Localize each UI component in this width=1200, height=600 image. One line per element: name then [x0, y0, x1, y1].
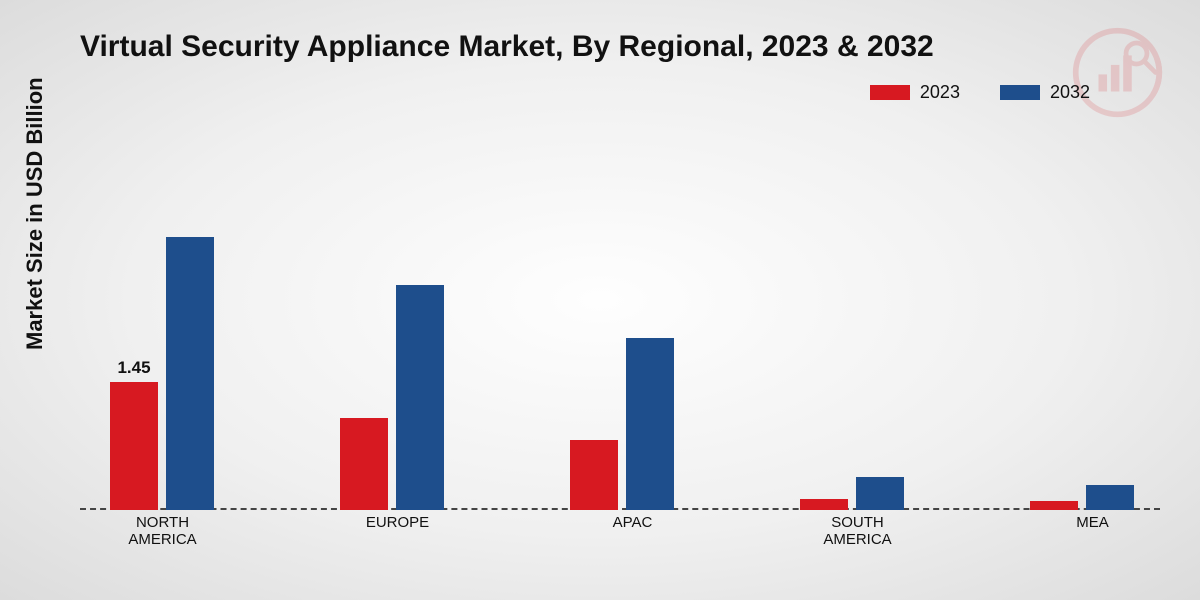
bar-2032 [396, 285, 444, 510]
legend-label-2023: 2023 [920, 82, 960, 103]
bar-group [570, 338, 674, 510]
x-axis-label: EUROPE [350, 514, 445, 531]
bar-2032 [856, 477, 904, 510]
legend-item-2023: 2023 [870, 82, 960, 103]
bar-2023 [800, 499, 848, 510]
chart-canvas: Virtual Security Appliance Market, By Re… [0, 0, 1200, 600]
legend-item-2032: 2032 [1000, 82, 1090, 103]
bar-group: 1.45 [110, 237, 214, 510]
bar-2032 [1086, 485, 1134, 510]
bar-group [800, 477, 904, 510]
x-axis-label: APAC [585, 514, 680, 531]
chart-title: Virtual Security Appliance Market, By Re… [80, 30, 934, 64]
plot-area: 1.45 [80, 140, 1160, 510]
bar-2023: 1.45 [110, 382, 158, 510]
legend: 2023 2032 [870, 82, 1090, 103]
legend-label-2032: 2032 [1050, 82, 1090, 103]
bar-2023 [340, 418, 388, 511]
bar-2032 [166, 237, 214, 510]
x-axis-label: SOUTH AMERICA [810, 514, 905, 549]
legend-swatch-2032 [1000, 85, 1040, 100]
bar-value-label: 1.45 [110, 358, 158, 382]
bar-group [1030, 485, 1134, 510]
x-axis-label: NORTH AMERICA [115, 514, 210, 549]
legend-swatch-2023 [870, 85, 910, 100]
x-axis-label: MEA [1045, 514, 1140, 531]
bar-2023 [570, 440, 618, 510]
y-axis-label: Market Size in USD Billion [22, 77, 48, 350]
x-axis-labels: NORTH AMERICA EUROPE APAC SOUTH AMERICA MEA [80, 514, 1160, 574]
watermark-logo-icon [1070, 25, 1165, 120]
bar-group [340, 285, 444, 510]
bar-2023 [1030, 501, 1078, 510]
bar-2032 [626, 338, 674, 510]
